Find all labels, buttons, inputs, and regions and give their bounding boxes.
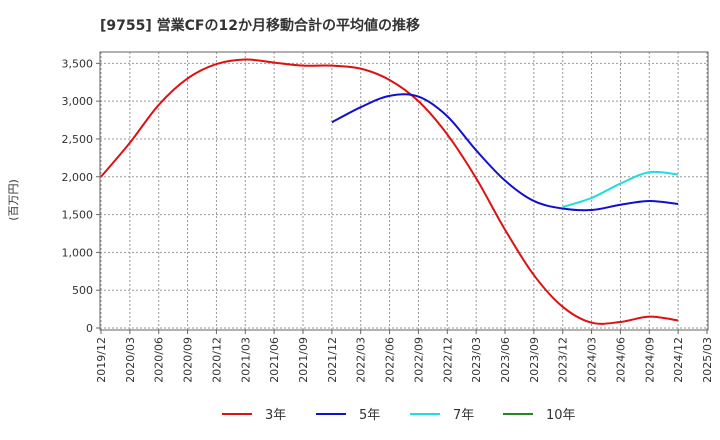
- x-tick-label: 2024/03: [586, 337, 599, 383]
- x-tick-label: 2024/09: [643, 337, 656, 383]
- series-line-1: [331, 93, 679, 212]
- x-tick-label: 2020/12: [210, 337, 223, 383]
- legend-label-3: 10年: [546, 408, 576, 423]
- x-tick-label: 2025/03: [701, 337, 714, 383]
- x-tick-label: 2021/09: [297, 337, 310, 383]
- y-tick-label: 3,500: [62, 57, 94, 70]
- y-tick-label: 2,500: [62, 133, 94, 146]
- series-line-2: [562, 170, 679, 208]
- x-tick-label: 2022/09: [412, 337, 425, 383]
- chart-title: [9755] 営業CFの12か月移動合計の平均値の推移: [100, 17, 420, 34]
- legend: 3年 5年 7年 10年: [222, 408, 576, 423]
- x-tick-label: 2023/09: [528, 337, 541, 383]
- x-tick-label: 2024/12: [672, 337, 685, 383]
- x-tick-label: 2023/06: [499, 337, 512, 383]
- y-tick-label: 500: [72, 284, 93, 297]
- y-axis-ticks: 0 500 1,000 1,500 2,000 2,500 3,000 3,500: [62, 57, 100, 335]
- x-tick-label: 2022/03: [355, 337, 368, 383]
- y-axis-label: (百万円): [7, 179, 20, 221]
- legend-label-1: 5年: [359, 408, 380, 423]
- x-tick-label: 2023/12: [557, 337, 570, 383]
- x-tick-label: 2023/03: [470, 337, 483, 383]
- x-tick-label: 2020/09: [182, 337, 195, 383]
- x-tick-label: 2019/12: [95, 337, 108, 383]
- y-tick-label: 0: [86, 322, 93, 335]
- plot-frame: [99, 51, 709, 331]
- y-tick-label: 1,000: [62, 246, 94, 259]
- series-line-0: [100, 58, 679, 325]
- x-tick-label: 2021/06: [268, 337, 281, 383]
- x-tick-label: 2024/06: [614, 337, 627, 383]
- y-tick-label: 2,000: [62, 171, 94, 184]
- x-axis-ticks: 2019/12 2020/03 2020/06 2020/09 2020/12 2021/…: [95, 330, 714, 383]
- x-tick-label: 2020/03: [124, 337, 137, 383]
- x-tick-label: 2020/06: [153, 337, 166, 383]
- x-tick-label: 2021/12: [326, 337, 339, 383]
- y-tick-label: 1,500: [62, 209, 94, 222]
- x-tick-label: 2021/03: [239, 337, 252, 383]
- series-lines: [100, 58, 679, 325]
- y-tick-label: 3,000: [62, 95, 94, 108]
- x-tick-label: 2022/06: [384, 337, 397, 383]
- grid: [100, 52, 708, 330]
- x-tick-label: 2022/12: [441, 337, 454, 383]
- legend-label-0: 3年: [265, 408, 286, 423]
- legend-label-2: 7年: [453, 408, 474, 423]
